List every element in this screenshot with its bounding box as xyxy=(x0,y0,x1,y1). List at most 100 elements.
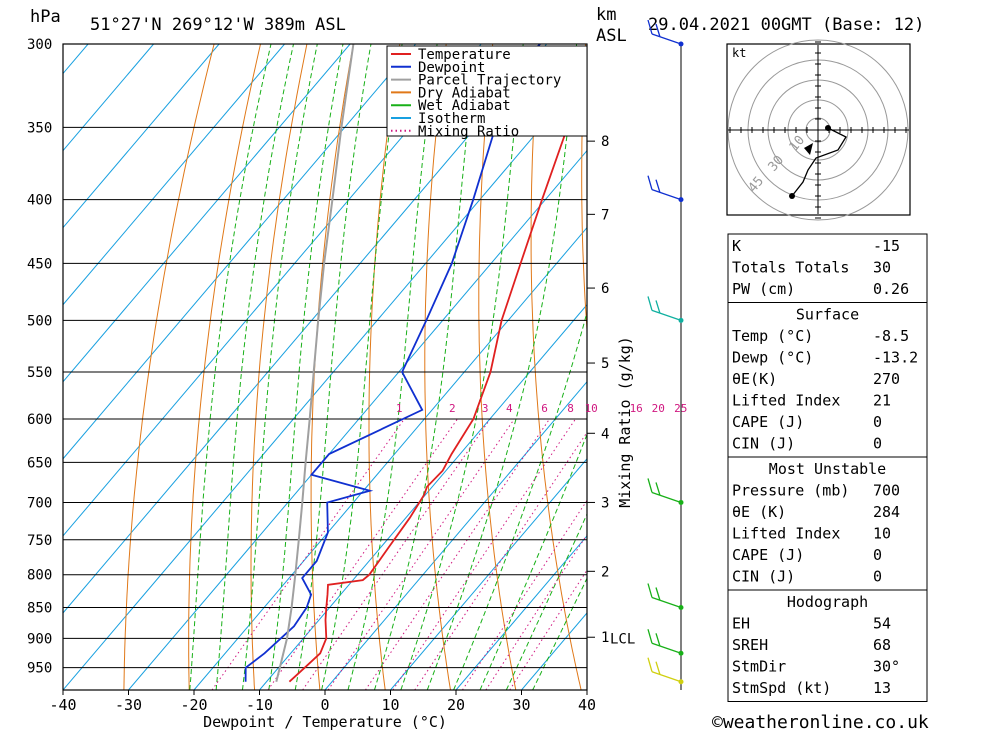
dry-adiabat-line xyxy=(425,44,451,690)
wet-adiabat-line xyxy=(401,44,523,690)
wind-barb xyxy=(648,478,681,502)
wind-barb xyxy=(648,176,681,200)
mixing-ratio-tick-label: 10 xyxy=(585,402,598,415)
surface-row-value: 21 xyxy=(873,392,891,410)
x-axis-title: Dewpoint / Temperature (°C) xyxy=(203,713,447,731)
most-unstable-row-value: 700 xyxy=(873,482,900,500)
mixing-ratio-tick-label: 4 xyxy=(506,402,513,415)
dry-adiabat-line xyxy=(189,44,261,690)
pressure-tick-label: 650 xyxy=(27,455,52,471)
surface-row-value: 0 xyxy=(873,435,882,453)
height-tick-label: 6 xyxy=(601,281,609,297)
isotherm-line xyxy=(0,44,416,690)
height-tick-label: 4 xyxy=(601,426,609,442)
most-unstable-row-label: Pressure (mb) xyxy=(732,482,849,500)
wet-adiabat-line xyxy=(348,44,437,690)
mixing-ratio-line xyxy=(393,419,576,690)
x-tick-label: 0 xyxy=(320,696,329,714)
mixing-ratio-tick-label: 3 xyxy=(482,402,489,415)
mixing-ratio-axis-title: Mixing Ratio (g/kg) xyxy=(616,336,634,508)
dry-adiabat-line xyxy=(311,44,353,690)
mixing-ratio-line xyxy=(303,419,491,690)
dry-adiabat-line xyxy=(957,44,1000,690)
pressure-tick-label: 450 xyxy=(27,256,52,272)
surface-row-value: 0 xyxy=(873,413,882,431)
most-unstable-row-label: θE (K) xyxy=(732,503,786,521)
isotherm-line xyxy=(194,44,743,690)
isotherm-line xyxy=(260,44,809,690)
pressure-tick-label: 550 xyxy=(27,365,52,381)
hodograph-row-value: 13 xyxy=(873,679,891,697)
pressure-tick-label: 600 xyxy=(27,412,52,428)
pressure-tick-label: 350 xyxy=(27,120,52,136)
most-unstable-row-label: CIN (J) xyxy=(732,568,795,586)
height-tick-label: 8 xyxy=(601,134,609,150)
most-unstable-row-value: 284 xyxy=(873,503,900,521)
most-unstable-row-value: 0 xyxy=(873,568,882,586)
indices-row-label: Totals Totals xyxy=(732,259,849,277)
mixing-ratio-line xyxy=(212,419,404,690)
wind-barb xyxy=(648,584,681,608)
lcl-label: LCL xyxy=(610,631,635,647)
height-tick-label: 1 xyxy=(601,630,609,646)
pressure-tick-label: 900 xyxy=(27,631,52,647)
x-tick-label: 30 xyxy=(512,696,530,714)
height-tick-label: 5 xyxy=(601,356,609,372)
legend-label: Mixing Ratio xyxy=(418,124,519,140)
mixing-ratio-tick-label: 1 xyxy=(396,402,403,415)
most-unstable-row-label: CAPE (J) xyxy=(732,546,804,564)
indices-row-value: 0.26 xyxy=(873,280,909,298)
dry-adiabat-line xyxy=(479,44,516,690)
indices-row-label: PW (cm) xyxy=(732,280,795,298)
most-unstable-table-title: Most Unstable xyxy=(769,460,886,478)
wind-barb xyxy=(648,629,681,653)
pressure-tick-label: 500 xyxy=(27,313,52,329)
mixing-ratio-tick-label: 8 xyxy=(567,402,574,415)
indices-row-value: 30 xyxy=(873,259,891,277)
height-tick-label: 2 xyxy=(601,564,609,580)
location-title: 51°27'N 269°12'W 389m ASL xyxy=(90,15,346,35)
x-tick-label: 10 xyxy=(381,696,399,714)
mixing-ratio-line xyxy=(486,419,663,690)
indices-row-label: K xyxy=(732,237,741,255)
surface-row-label: CAPE (J) xyxy=(732,413,804,431)
most-unstable-row-label: Lifted Index xyxy=(732,525,840,543)
isotherm-line xyxy=(0,44,547,690)
indices-row-value: -15 xyxy=(873,237,900,255)
wet-adiabat-line xyxy=(242,44,317,690)
wind-barb-profile xyxy=(648,20,684,690)
height-tick-label: 7 xyxy=(601,207,609,223)
hodograph-row-value: 54 xyxy=(873,615,891,633)
pressure-tick-label: 400 xyxy=(27,193,52,209)
surface-row-label: CIN (J) xyxy=(732,435,795,453)
hodograph-row-label: EH xyxy=(732,615,750,633)
x-tick-label: 20 xyxy=(447,696,465,714)
height-tick-label: 3 xyxy=(601,495,609,511)
hodograph-row-label: StmDir xyxy=(732,658,786,676)
copyright-footer: ©weatheronline.co.uk xyxy=(712,712,929,733)
hodograph-row-label: StmSpd (kt) xyxy=(732,679,831,697)
surface-row-label: Lifted Index xyxy=(732,392,840,410)
hodograph-unit-label: kt xyxy=(732,46,746,60)
pressure-tick-label: 300 xyxy=(27,37,52,53)
x-tick-label: -40 xyxy=(49,696,76,714)
surface-row-label: Dewp (°C) xyxy=(732,349,813,367)
pressure-tick-label: 700 xyxy=(27,495,52,511)
x-tick-label: -20 xyxy=(180,696,207,714)
isotherm-line xyxy=(0,44,481,690)
surface-table-title: Surface xyxy=(796,306,859,324)
datetime-title: 29.04.2021 00GMT (Base: 12) xyxy=(648,15,924,35)
x-tick-label: 40 xyxy=(578,696,596,714)
pressure-tick-label: 850 xyxy=(27,601,52,617)
wind-barb xyxy=(648,658,681,682)
mixing-ratio-line xyxy=(462,419,641,690)
dry-adiabat-line xyxy=(251,44,307,690)
hodograph-row-label: SREH xyxy=(732,636,768,654)
pressure-unit-label: hPa xyxy=(30,7,61,27)
mixing-ratio-line xyxy=(510,419,686,690)
surface-row-label: θE(K) xyxy=(732,370,777,388)
